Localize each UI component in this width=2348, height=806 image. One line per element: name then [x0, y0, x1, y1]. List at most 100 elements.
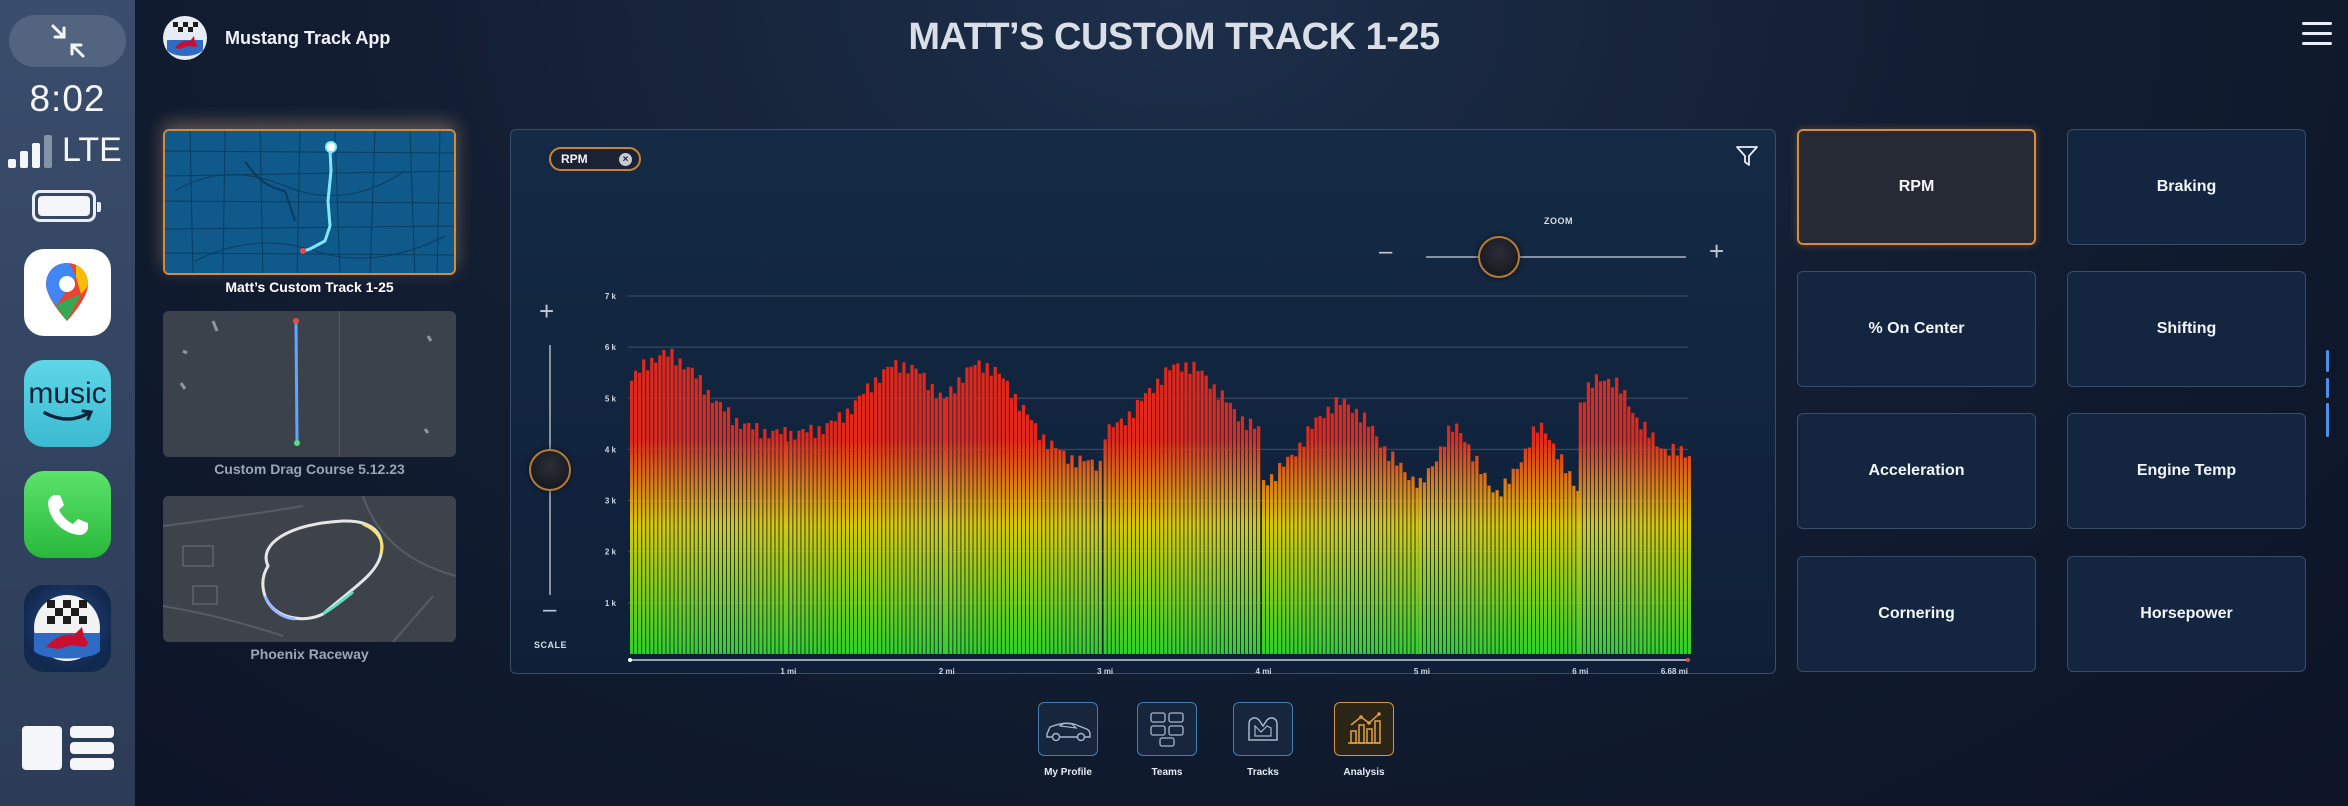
- teams-icon: [1150, 712, 1184, 747]
- nav-analysis[interactable]: Analysis: [1334, 702, 1394, 778]
- rpm-bar: [1447, 425, 1451, 654]
- rpm-bar: [833, 421, 837, 654]
- filter-icon[interactable]: [1735, 144, 1759, 168]
- rpm-bar: [1009, 398, 1014, 654]
- rpm-bar: [793, 439, 797, 654]
- rpm-bar: [658, 355, 662, 654]
- track-map-thumbnail: [163, 496, 456, 642]
- rpm-bar: [1511, 468, 1515, 654]
- nav-tracks[interactable]: Tracks: [1233, 702, 1293, 778]
- rpm-bar: [1491, 492, 1495, 654]
- rpm-bar: [785, 441, 789, 654]
- x-axis-end-marker: [1686, 658, 1690, 662]
- maps-app[interactable]: [24, 249, 111, 336]
- zoom-slider-handle[interactable]: [1477, 236, 1520, 278]
- metric-button-rpm[interactable]: RPM: [1797, 129, 2036, 245]
- metric-button-acceleration[interactable]: Acceleration: [1797, 413, 2036, 529]
- chip-close-icon[interactable]: ×: [619, 153, 632, 166]
- rpm-bar: [1606, 378, 1611, 654]
- metric-button-shifting[interactable]: Shifting: [2067, 271, 2306, 387]
- metric-button-braking[interactable]: Braking: [2067, 129, 2306, 245]
- rpm-bar: [1156, 378, 1160, 654]
- rpm-bar: [1568, 471, 1572, 654]
- rpm-filter-chip[interactable]: RPM ×: [549, 147, 641, 171]
- metric-button-on-center[interactable]: % On Center: [1797, 271, 2036, 387]
- collapse-button[interactable]: [9, 15, 126, 67]
- rpm-bar: [638, 372, 642, 654]
- rpm-bar: [1001, 378, 1005, 654]
- rpm-bar: [1330, 413, 1334, 654]
- rpm-bar: [1471, 461, 1475, 654]
- rpm-bar: [666, 356, 670, 654]
- rpm-bar: [981, 372, 985, 654]
- rpm-bar: [1184, 362, 1188, 654]
- rpm-bar: [1176, 363, 1180, 654]
- zoom-out-button[interactable]: –: [1379, 238, 1393, 265]
- rpm-bar: [1422, 482, 1426, 654]
- hamburger-menu-icon[interactable]: [2302, 22, 2332, 46]
- rpm-bar: [1383, 446, 1387, 654]
- scale-slider-handle[interactable]: [529, 449, 571, 491]
- rpm-bar: [1200, 370, 1204, 654]
- rpm-bar: [1643, 421, 1647, 654]
- nav-teams[interactable]: Teams: [1137, 702, 1197, 778]
- rpm-bar: [1594, 374, 1599, 654]
- rpm-bar: [1078, 455, 1082, 654]
- rpm-bar: [861, 393, 866, 654]
- rpm-bar: [1135, 399, 1140, 654]
- rpm-bar: [965, 367, 969, 654]
- rpm-bar: [1046, 449, 1050, 654]
- rpm-bar: [1483, 472, 1487, 654]
- analysis-icon: [1348, 712, 1381, 744]
- zoom-in-button[interactable]: +: [1709, 236, 1725, 266]
- metric-button-cornering[interactable]: Cornering: [1797, 556, 2036, 672]
- rpm-bar: [853, 400, 858, 654]
- signal-bar-icon: [44, 135, 52, 168]
- metric-button-horsepower[interactable]: Horsepower: [2067, 556, 2306, 672]
- rpm-bar: [1499, 496, 1503, 654]
- dashboard-grid-icon[interactable]: [22, 724, 114, 772]
- rpm-bar: [1346, 404, 1350, 654]
- track-card[interactable]: Custom Drag Course 5.12.23: [163, 311, 456, 477]
- rpm-bar: [1586, 382, 1590, 654]
- carplay-dock: 8:02 LTE music: [0, 0, 135, 806]
- zoom-slider-track[interactable]: [1426, 256, 1686, 258]
- track-card[interactable]: Matt’s Custom Track 1-25: [163, 129, 456, 295]
- rpm-bar: [1322, 418, 1326, 654]
- app-brand: Mustang Track App: [163, 16, 390, 60]
- rpm-bar: [1647, 437, 1651, 654]
- rpm-bar: [1556, 459, 1560, 654]
- rpm-bar: [1038, 439, 1042, 654]
- nav-my-profile[interactable]: My Profile: [1038, 702, 1098, 778]
- track-map-thumbnail: [163, 311, 456, 457]
- rpm-bar: [739, 428, 743, 654]
- phone-app[interactable]: [24, 471, 111, 558]
- track-card[interactable]: Phoenix Raceway: [163, 496, 456, 662]
- rpm-bar: [961, 382, 965, 654]
- rpm-bar: [783, 427, 787, 654]
- scale-up-button[interactable]: +: [539, 296, 555, 326]
- y-tick-label: 3 k: [605, 497, 617, 506]
- app-name: Mustang Track App: [225, 27, 391, 48]
- rpm-bar: [1619, 393, 1623, 654]
- rpm-bar: [1021, 404, 1026, 654]
- scale-down-button[interactable]: –: [543, 596, 557, 623]
- rpm-bar: [993, 366, 997, 654]
- rpm-bar: [1627, 406, 1631, 654]
- rpm-bar: [751, 429, 755, 654]
- rpm-bar: [1261, 480, 1266, 654]
- rpm-bar: [938, 392, 942, 654]
- y-tick-label: 5 k: [605, 394, 617, 403]
- rpm-bar: [674, 365, 678, 654]
- metric-button-engine-temp[interactable]: Engine Temp: [2067, 413, 2306, 529]
- rpm-bar: [1286, 456, 1290, 654]
- rpm-bar: [1407, 480, 1411, 654]
- rpm-bar: [1675, 455, 1679, 654]
- amazon-music-app[interactable]: music: [24, 360, 111, 447]
- rpm-bar: [1487, 485, 1491, 654]
- rpm-bar: [1306, 426, 1310, 654]
- rpm-bar: [1240, 416, 1245, 654]
- rpm-bar: [1139, 400, 1144, 654]
- rpm-bar: [1623, 389, 1627, 654]
- mustang-track-app[interactable]: [24, 585, 111, 672]
